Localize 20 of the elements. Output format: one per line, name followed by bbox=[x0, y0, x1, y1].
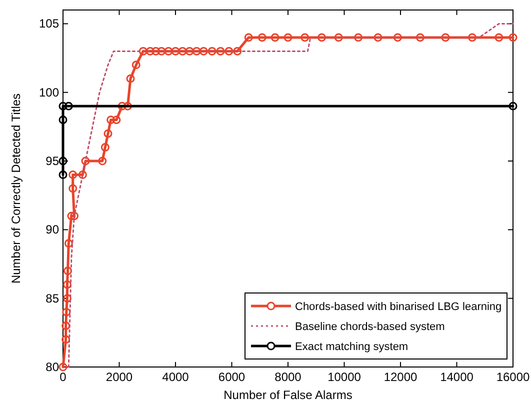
y-axis-title: Number of Correctly Detected Titles bbox=[9, 93, 23, 284]
x-tick-label: 10000 bbox=[328, 370, 362, 384]
x-tick-label: 4000 bbox=[162, 370, 190, 384]
x-tick-label: 2000 bbox=[106, 370, 133, 384]
y-tick-label: 100 bbox=[38, 85, 60, 100]
y-tick-label: 95 bbox=[46, 154, 60, 168]
y-tick-label: 80 bbox=[46, 360, 60, 374]
x-tick-label: 6000 bbox=[218, 370, 246, 384]
legend-label: Chords-based with binarised LBG learning bbox=[295, 301, 502, 313]
x-tick-label: 14000 bbox=[440, 370, 474, 384]
y-tick-label: 85 bbox=[46, 291, 60, 306]
legend-label: Exact matching system bbox=[295, 341, 408, 353]
x-tick-label: 12000 bbox=[384, 370, 418, 384]
legend-label: Baseline chords-based system bbox=[295, 321, 445, 333]
x-axis-title: Number of False Alarms bbox=[224, 388, 352, 402]
x-tick-label: 0 bbox=[60, 370, 67, 384]
x-tick-label: 16000 bbox=[496, 370, 530, 384]
y-tick-label: 105 bbox=[38, 16, 60, 31]
x-tick-label: 8000 bbox=[274, 370, 302, 384]
y-tick-label: 90 bbox=[46, 222, 60, 237]
